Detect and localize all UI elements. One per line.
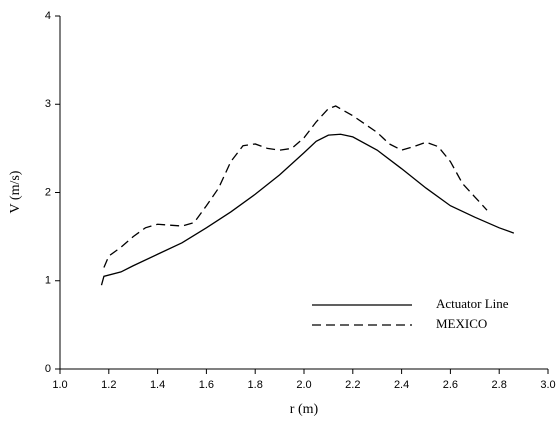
x-tick-label: 2.2 [345,379,360,391]
line-series [103,105,488,268]
legend-label: MEXICO [436,316,487,331]
y-tick-label: 2 [45,186,51,198]
y-axis-label: V (m/s) [8,170,23,213]
x-axis-label: r (m) [290,402,319,417]
x-tick-label: 1.0 [52,379,67,391]
y-tick-label: 3 [45,98,51,110]
x-tick-label: 2.0 [296,379,311,391]
line-series [100,133,515,286]
y-tick-label: 4 [45,10,51,22]
x-tick-label: 1.6 [199,379,214,391]
x-tick-label: 2.8 [492,379,507,391]
x-tick-label: 1.8 [248,379,263,391]
legend-label: Actuator Line [436,296,509,311]
x-tick-label: 2.4 [394,379,409,391]
x-tick-label: 3.0 [540,379,555,391]
x-tick-label: 1.4 [150,379,165,391]
y-tick-label: 1 [45,275,51,287]
x-tick-label: 2.6 [443,379,458,391]
y-tick-label: 0 [45,363,51,375]
x-tick-label: 1.2 [101,379,116,391]
